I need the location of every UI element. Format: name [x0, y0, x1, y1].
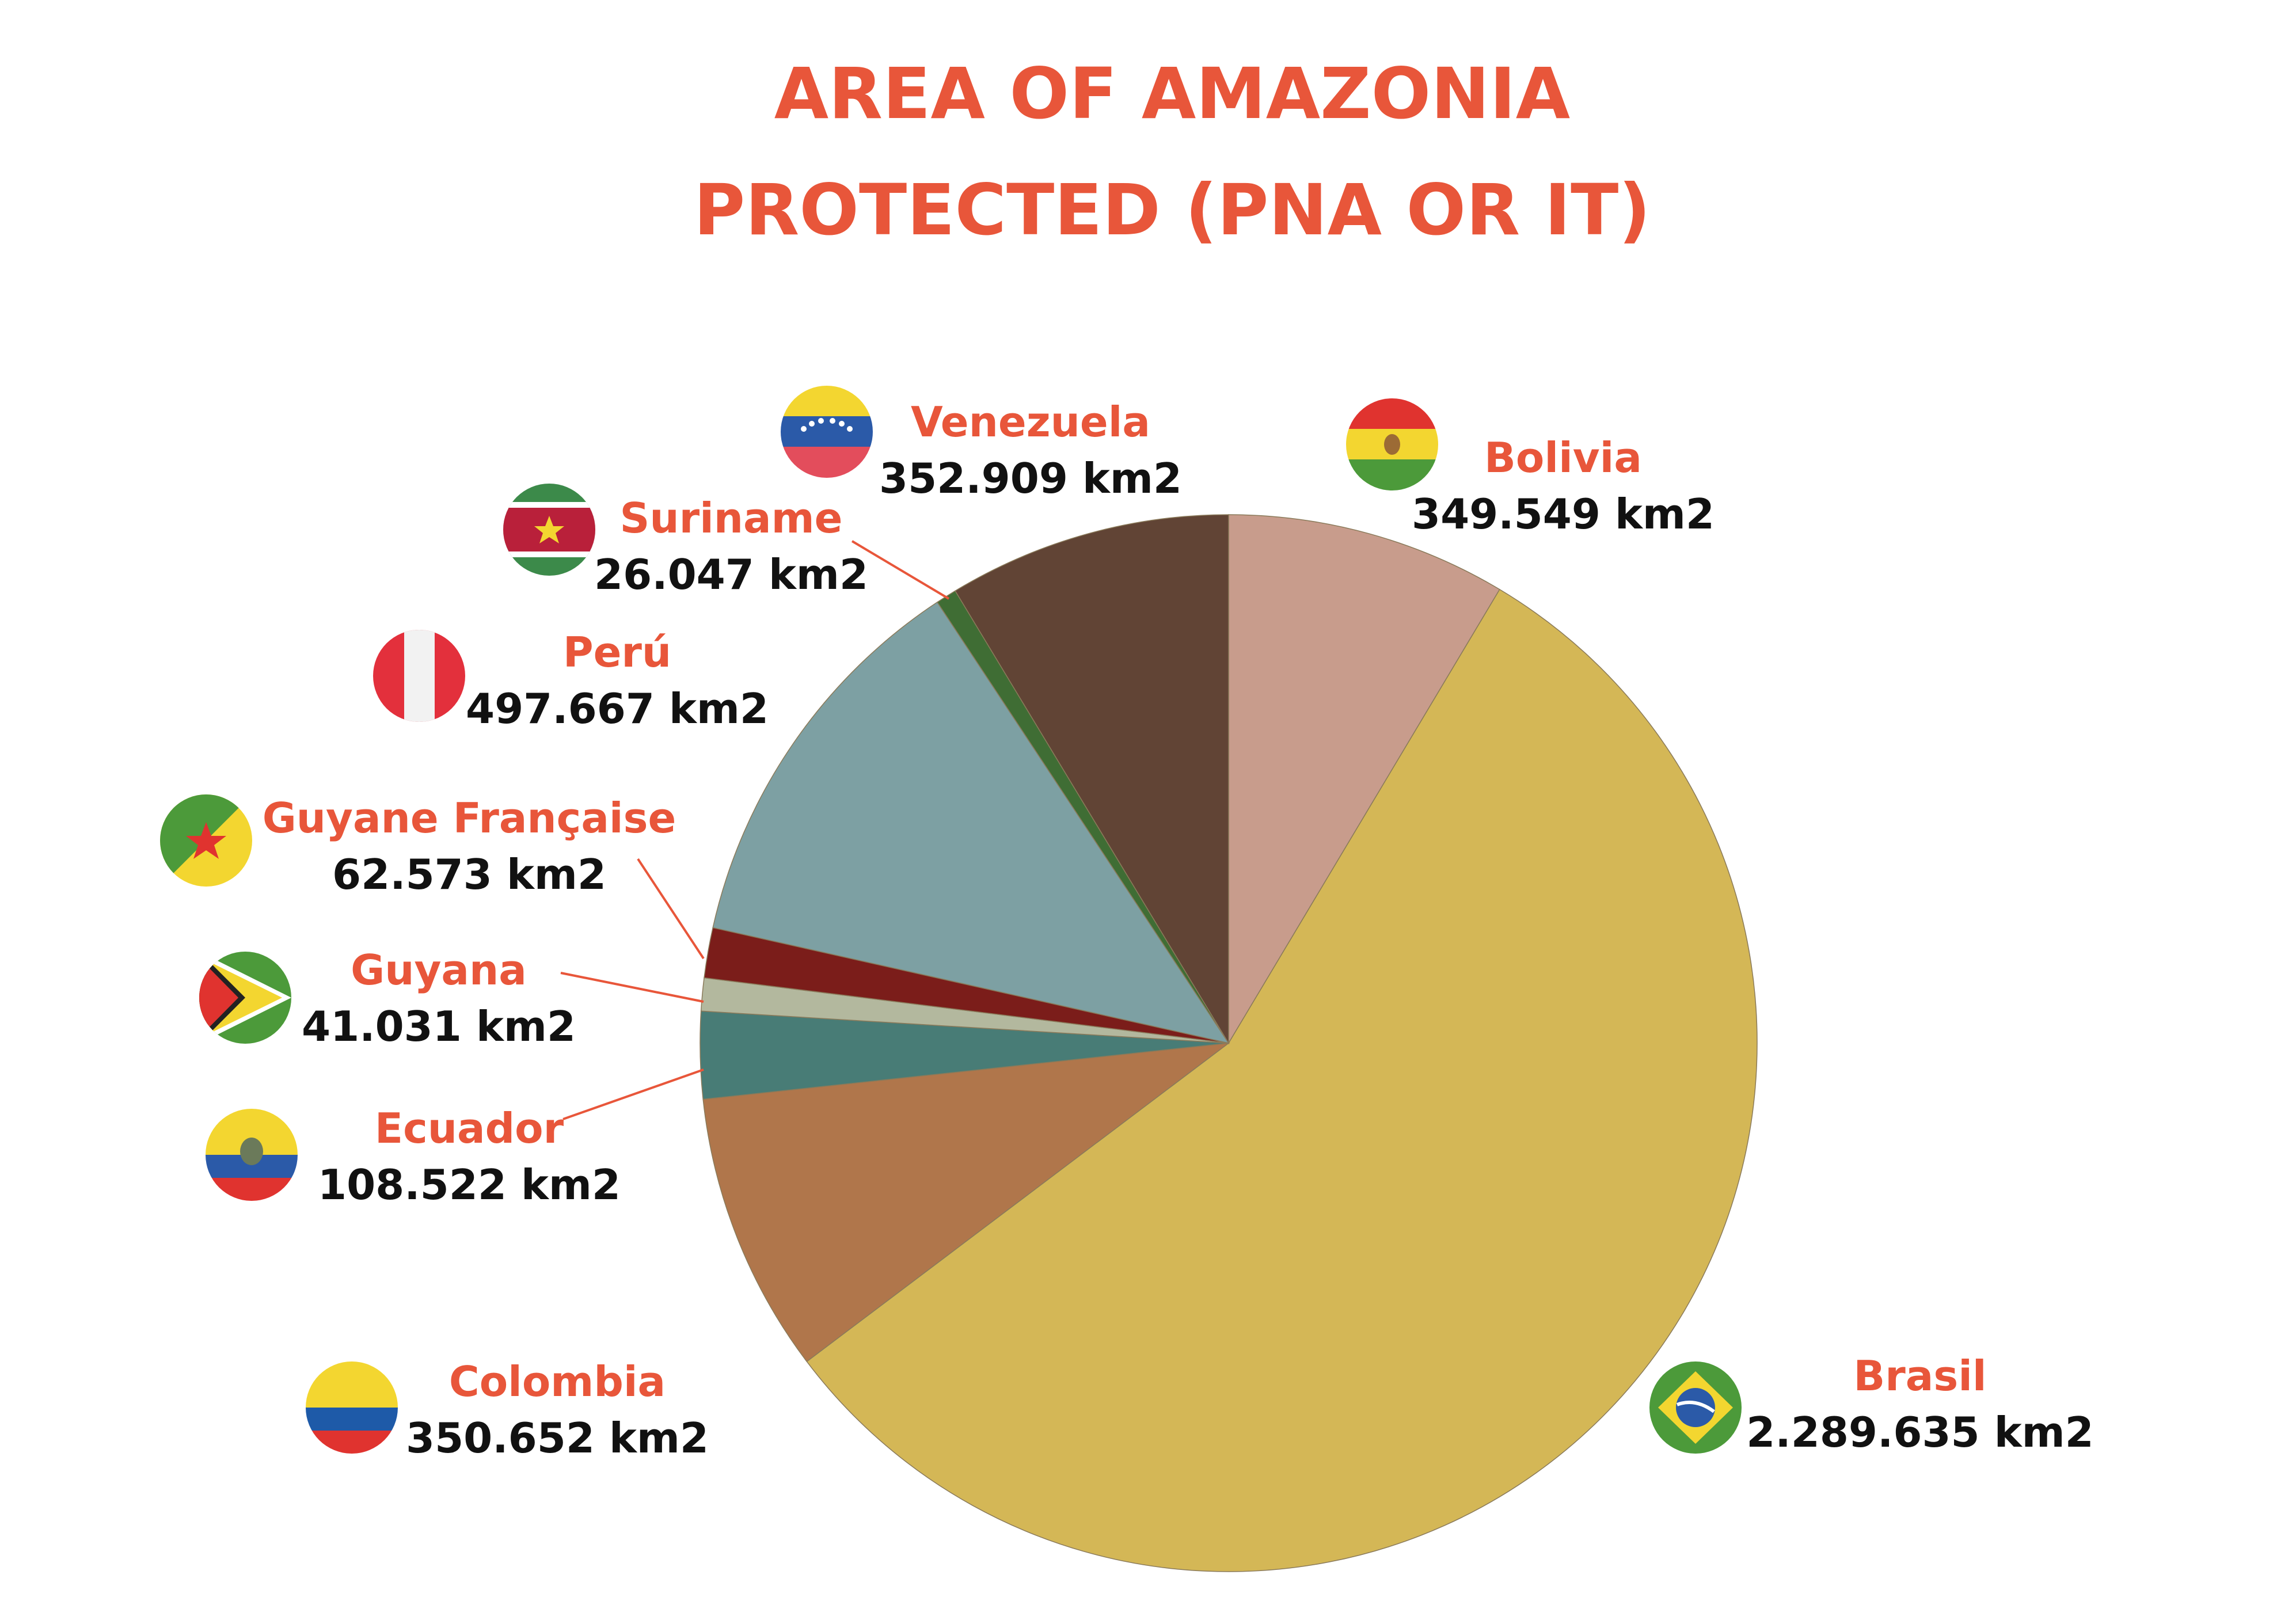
bolivia-flag-icon — [1346, 398, 1438, 490]
chart-title-line-2: PROTECTED (PNA OR IT) — [694, 169, 1651, 251]
label-name-suriname: Suriname — [620, 494, 843, 542]
pie-slice-bolivia — [1228, 514, 1500, 1045]
leader-line-ecuador — [562, 1068, 704, 1120]
pie-slice-brasil — [806, 588, 1758, 1572]
leader-line-guyane-francaise — [637, 858, 705, 960]
pie-slice-colombia — [702, 1042, 1230, 1363]
label-name-ecuador: Ecuador — [375, 1104, 564, 1153]
label-name-colombia: Colombia — [449, 1357, 666, 1406]
label-name-venezuela: Venezuela — [911, 398, 1150, 446]
label-value-colombia: 350.652 km2 — [406, 1414, 709, 1462]
chart-title-line-1: AREA OF AMAZONIA — [774, 53, 1570, 135]
french-guiana-flag-icon — [160, 794, 252, 887]
label-value-ecuador: 108.522 km2 — [318, 1161, 621, 1209]
leader-line-suriname — [851, 540, 950, 600]
pie-slices — [700, 514, 1758, 1572]
colombia-flag-icon — [306, 1361, 398, 1454]
peru-flag-icon — [373, 630, 465, 722]
leader-line-guyana — [560, 972, 704, 1003]
suriname-flag-icon — [503, 484, 595, 576]
label-name-brasil: Brasil — [1853, 1352, 1986, 1400]
label-name-bolivia: Bolivia — [1484, 433, 1642, 482]
label-value-bolivia: 349.549 km2 — [1412, 490, 1715, 538]
label-name-guyane-francaise: Guyane Française — [263, 794, 676, 842]
label-value-venezuela: 352.909 km2 — [879, 454, 1182, 503]
label-name-peru: Perú — [563, 628, 671, 676]
label-name-guyana: Guyana — [351, 946, 527, 994]
guyana-flag-icon — [199, 952, 291, 1044]
leader-lines — [560, 540, 950, 1120]
venezuela-flag-icon — [781, 386, 873, 478]
label-value-suriname: 26.047 km2 — [594, 550, 868, 599]
ecuador-flag-icon — [206, 1109, 298, 1201]
pie-slice-venezuela — [955, 514, 1229, 1045]
label-value-peru: 497.667 km2 — [466, 684, 769, 733]
slice-labels: Venezuela 352.909 km2 Bolivia 349.549 km… — [263, 398, 2094, 1462]
label-value-brasil: 2.289.635 km2 — [1746, 1408, 2093, 1456]
label-value-guyane-francaise: 62.573 km2 — [332, 850, 606, 899]
brazil-flag-icon — [1649, 1361, 1742, 1454]
label-value-guyana: 41.031 km2 — [302, 1002, 576, 1051]
pie-slice-per — [712, 602, 1230, 1044]
